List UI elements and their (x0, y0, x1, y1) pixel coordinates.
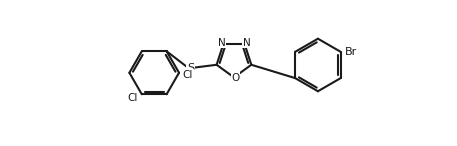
Text: Cl: Cl (183, 70, 193, 80)
Text: Cl: Cl (128, 93, 138, 103)
Text: S: S (187, 63, 194, 73)
Text: N: N (243, 38, 250, 48)
Text: N: N (218, 38, 225, 48)
Text: Br: Br (345, 47, 357, 57)
Text: O: O (231, 73, 239, 83)
